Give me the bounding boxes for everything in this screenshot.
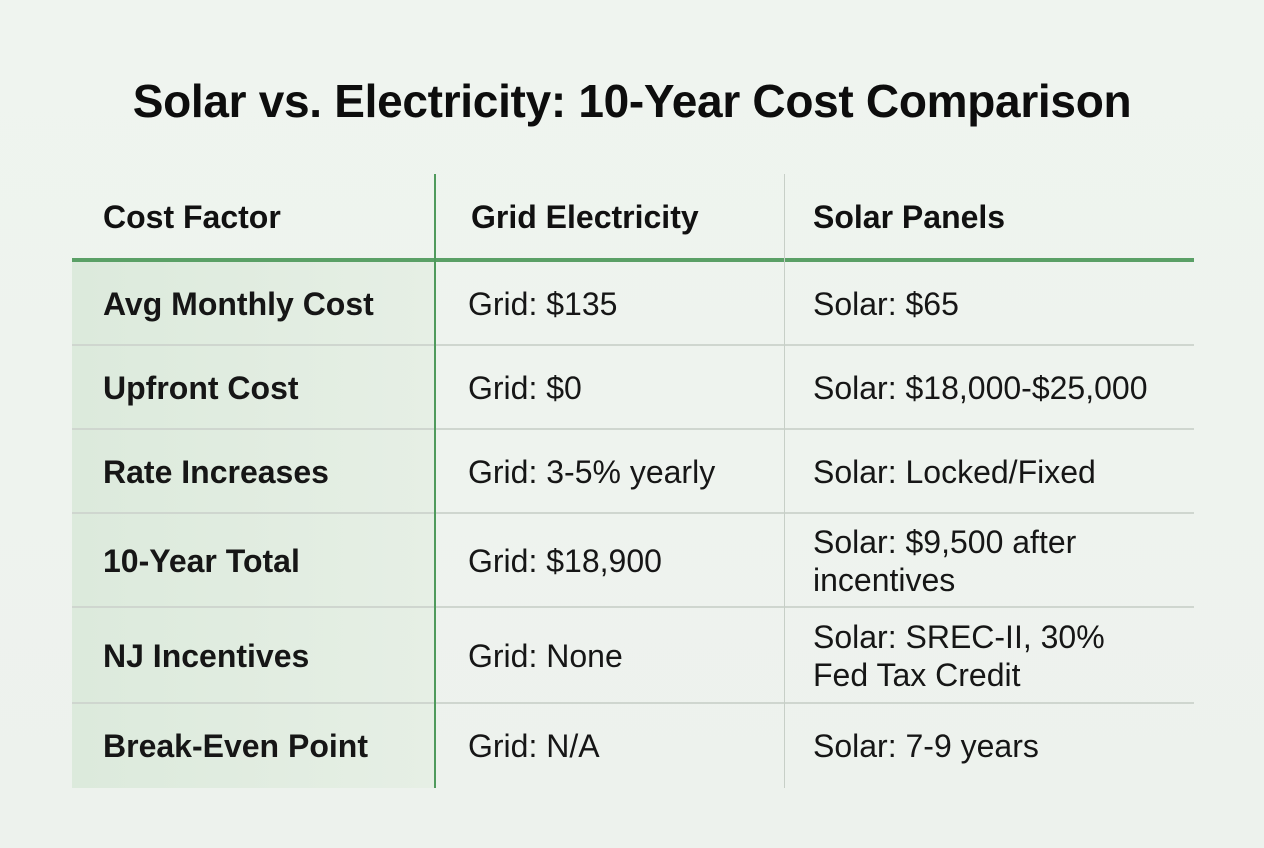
- table-row: Rate Increases Grid: 3-5% yearly Solar: …: [72, 430, 1194, 514]
- header-solar-panels: Solar Panels: [813, 198, 1006, 235]
- cell-factor: Upfront Cost: [103, 370, 299, 406]
- cell-factor: Avg Monthly Cost: [103, 286, 374, 322]
- row-divider: [72, 702, 1194, 704]
- cell-solar: Solar: $65: [813, 286, 959, 322]
- cell-solar: Solar: SREC-II, 30% Fed Tax Credit: [813, 619, 1105, 693]
- cell-grid: Grid: N/A: [468, 728, 600, 764]
- column-divider: [784, 174, 785, 788]
- cell-solar: Solar: 7-9 years: [813, 728, 1039, 764]
- cell-grid: Grid: $18,900: [468, 543, 662, 579]
- row-divider: [72, 344, 1194, 346]
- cell-solar: Solar: $18,000-$25,000: [813, 370, 1148, 406]
- cell-factor: NJ Incentives: [103, 638, 310, 674]
- table-row: Break-Even Point Grid: N/A Solar: 7-9 ye…: [72, 704, 1194, 788]
- header-cost-factor: Cost Factor: [103, 198, 281, 235]
- cell-factor: 10-Year Total: [103, 543, 300, 579]
- comparison-table: Cost Factor Grid Electricity Solar Panel…: [72, 174, 1194, 788]
- row-divider: [72, 512, 1194, 514]
- chart-title: Solar vs. Electricity: 10-Year Cost Comp…: [132, 75, 1132, 127]
- cell-solar: Solar: Locked/Fixed: [813, 454, 1096, 490]
- cell-factor: Break-Even Point: [103, 728, 368, 764]
- cell-factor: Rate Increases: [103, 454, 329, 490]
- table-row: NJ Incentives Grid: None Solar: SREC-II,…: [72, 608, 1194, 704]
- column-divider-main: [434, 174, 436, 788]
- table-header-row: Cost Factor Grid Electricity Solar Panel…: [72, 174, 1194, 260]
- table-row: Upfront Cost Grid: $0 Solar: $18,000-$25…: [72, 346, 1194, 430]
- table-row: 10-Year Total Grid: $18,900 Solar: $9,50…: [72, 514, 1194, 608]
- first-column-shading: [72, 260, 434, 788]
- cell-grid: Grid: $135: [468, 286, 618, 322]
- cell-grid: Grid: None: [468, 638, 623, 674]
- cell-grid: Grid: 3-5% yearly: [468, 454, 716, 490]
- header-divider: [72, 258, 1194, 262]
- cell-solar: Solar: $9,500 after incentives: [813, 524, 1077, 598]
- row-divider: [72, 606, 1194, 608]
- table-row: Avg Monthly Cost Grid: $135 Solar: $65: [72, 262, 1194, 346]
- row-divider: [72, 428, 1194, 430]
- header-grid-electricity: Grid Electricity: [471, 198, 699, 235]
- cell-grid: Grid: $0: [468, 370, 582, 406]
